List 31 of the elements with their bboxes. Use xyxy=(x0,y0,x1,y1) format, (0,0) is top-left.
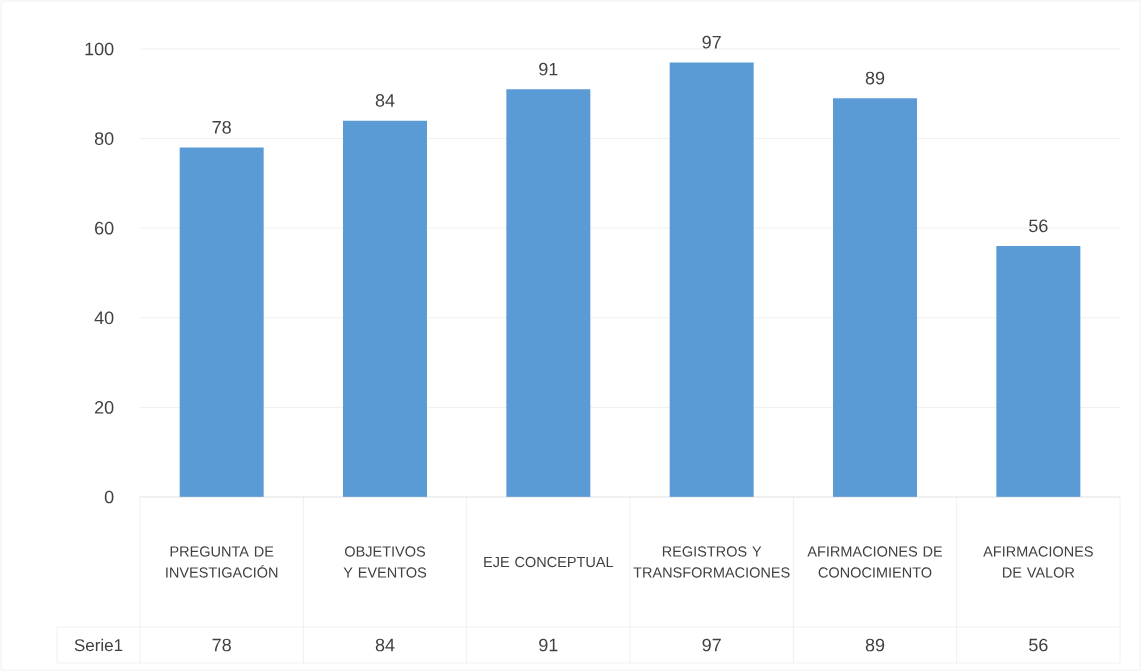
text: 89 xyxy=(865,638,885,652)
x-tick-label: EJE CONCEPTUAL xyxy=(484,556,614,568)
data-label: 91 xyxy=(539,62,558,76)
y-tick-label: 0 xyxy=(104,490,114,504)
x-tick-label: AFIRMACIONES DE VALOR xyxy=(983,546,1093,578)
x-tick-label: PREGUNTA DE INVESTIGACIÓN xyxy=(166,546,278,578)
data-label: 78 xyxy=(212,120,231,134)
data-label: 56 xyxy=(1029,219,1048,233)
bar xyxy=(833,98,918,497)
y-tick-label: 100 xyxy=(85,42,114,56)
data-label: 89 xyxy=(865,71,885,85)
bar xyxy=(179,147,264,497)
text: 84 xyxy=(375,638,395,652)
text: 97 xyxy=(702,638,721,652)
y-tick-label: 20 xyxy=(95,401,114,414)
x-tick-label: REGISTROS Y TRANSFORMACIONES xyxy=(633,546,790,578)
bar xyxy=(506,89,591,497)
x-tick-label: OBJETIVOS Y EVENTOS xyxy=(343,546,427,578)
y-tick-label: 40 xyxy=(94,311,114,325)
bar xyxy=(669,62,754,497)
y-tick-label: 80 xyxy=(94,132,114,145)
y-tick-label: 60 xyxy=(95,221,114,235)
text: 91 xyxy=(539,638,558,652)
data-label: 84 xyxy=(375,94,395,107)
text: 56 xyxy=(1029,638,1048,652)
text: 78 xyxy=(212,638,231,652)
data-label: 97 xyxy=(702,35,721,49)
text: Serie1 xyxy=(74,638,123,652)
bar xyxy=(343,120,427,497)
bar xyxy=(996,246,1081,497)
x-tick-label: AFIRMACIONES DE CONOCIMIENTO xyxy=(807,546,943,578)
